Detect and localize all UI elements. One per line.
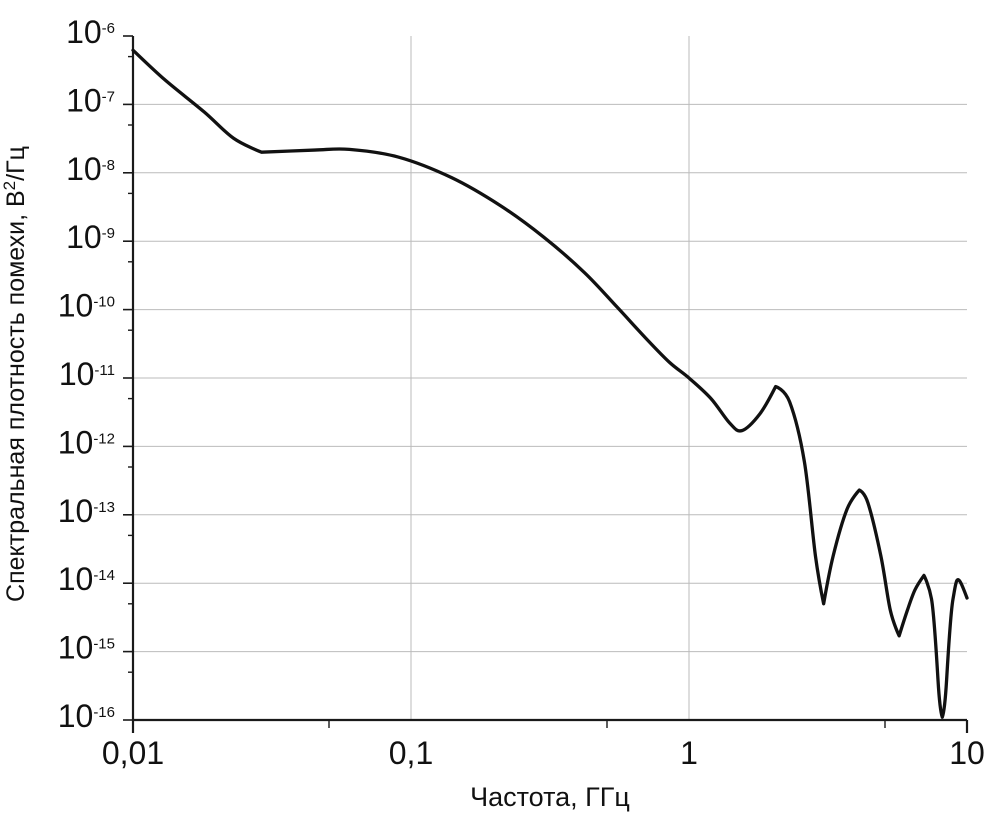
svg-text:10-13: 10-13 [58, 493, 115, 529]
svg-text:10-16: 10-16 [58, 698, 115, 734]
svg-text:10: 10 [949, 735, 985, 771]
svg-text:Частота, ГГц: Частота, ГГц [470, 782, 630, 812]
svg-text:10-9: 10-9 [66, 219, 115, 255]
svg-text:Спектральная плотность помехи,: Спектральная плотность помехи, В2/Гц [0, 146, 30, 602]
svg-text:10-12: 10-12 [58, 424, 115, 460]
svg-text:10-11: 10-11 [59, 356, 115, 392]
svg-text:10-7: 10-7 [66, 82, 115, 118]
svg-text:0,1: 0,1 [389, 735, 433, 771]
svg-text:10-15: 10-15 [58, 630, 115, 666]
svg-text:10-6: 10-6 [66, 14, 115, 50]
svg-text:10-14: 10-14 [58, 561, 115, 597]
svg-text:1: 1 [680, 735, 698, 771]
svg-text:10-10: 10-10 [58, 288, 115, 324]
svg-text:10-8: 10-8 [66, 151, 115, 187]
svg-text:0,01: 0,01 [102, 735, 164, 771]
